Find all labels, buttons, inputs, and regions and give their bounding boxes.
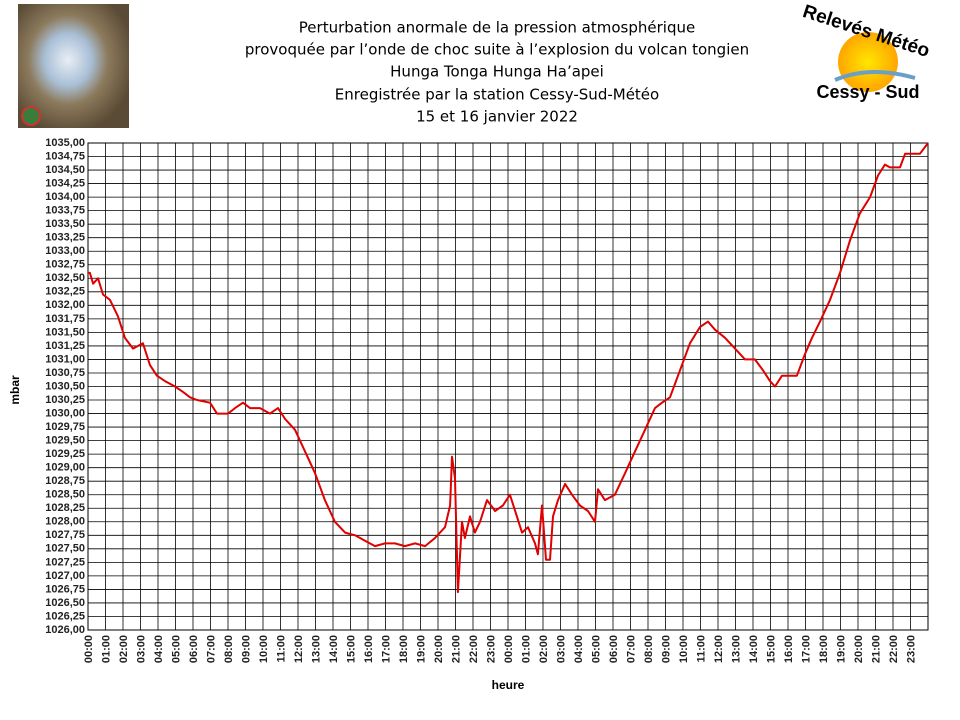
x-tick-label: 18:00	[818, 635, 830, 663]
y-tick-label: 1033,75	[45, 205, 85, 217]
y-tick-label: 1032,00	[45, 299, 85, 311]
y-tick-label: 1032,25	[45, 286, 85, 298]
y-tick-label: 1029,50	[45, 435, 85, 447]
y-tick-label: 1031,00	[45, 353, 85, 365]
x-tick-label: 10:00	[258, 635, 270, 663]
y-tick-label: 1028,25	[45, 502, 85, 514]
y-tick-label: 1030,25	[45, 394, 85, 406]
x-tick-label: 01:00	[520, 635, 532, 663]
y-tick-label: 1030,00	[45, 407, 85, 419]
x-axis-label: heure	[492, 678, 525, 692]
x-tick-label: 20:00	[853, 635, 865, 663]
title-line: provoquée par l’onde de choc suite à l’e…	[245, 41, 749, 59]
x-tick-label: 09:00	[240, 635, 252, 663]
x-tick-label: 23:00	[905, 635, 917, 663]
logo: Relevés Météo Cessy - Sud	[800, 1, 932, 102]
x-tick-label: 12:00	[713, 635, 725, 663]
x-tick-label: 06:00	[188, 635, 200, 663]
x-tick-label: 08:00	[643, 635, 655, 663]
y-tick-label: 1031,75	[45, 313, 85, 325]
y-tick-label: 1034,25	[45, 177, 85, 189]
x-tick-label: 17:00	[380, 635, 392, 663]
x-tick-label: 15:00	[765, 635, 777, 663]
y-axis-label: mbar	[8, 375, 22, 405]
x-tick-label: 17:00	[800, 635, 812, 663]
x-tick-label: 21:00	[450, 635, 462, 663]
x-tick-label: 05:00	[170, 635, 182, 663]
y-tick-label: 1030,75	[45, 367, 85, 379]
x-tick-label: 19:00	[415, 635, 427, 663]
y-tick-label: 1033,25	[45, 232, 85, 244]
y-tick-label: 1029,00	[45, 462, 85, 474]
title-line: Enregistrée par la station Cessy-Sud-Mét…	[335, 86, 659, 104]
logo-bottom: Cessy - Sud	[816, 82, 919, 102]
x-tick-label: 13:00	[730, 635, 742, 663]
x-tick-label: 12:00	[293, 635, 305, 663]
y-tick-label: 1028,75	[45, 475, 85, 487]
y-tick-label: 1031,25	[45, 340, 85, 352]
y-tick-label: 1027,50	[45, 543, 85, 555]
x-tick-label: 19:00	[835, 635, 847, 663]
pressure-line	[88, 142, 929, 594]
y-tick-label: 1032,75	[45, 259, 85, 271]
x-tick-label: 20:00	[433, 635, 445, 663]
y-tick-label: 1027,00	[45, 570, 85, 582]
y-tick-label: 1033,50	[45, 218, 85, 230]
x-tick-label: 00:00	[83, 635, 95, 663]
y-tick-label: 1026,00	[45, 624, 85, 636]
y-tick-label: 1026,25	[45, 610, 85, 622]
satellite-image	[18, 4, 129, 128]
y-tick-label: 1035,00	[45, 137, 85, 149]
y-tick-label: 1027,75	[45, 529, 85, 541]
x-tick-label: 06:00	[608, 635, 620, 663]
x-tick-label: 04:00	[153, 635, 165, 663]
badge	[21, 106, 41, 126]
x-tick-label: 07:00	[625, 635, 637, 663]
title-line: Perturbation anormale de la pression atm…	[299, 19, 695, 37]
x-tick-label: 16:00	[783, 635, 795, 663]
y-tick-label: 1028,00	[45, 516, 85, 528]
x-tick-label: 23:00	[485, 635, 497, 663]
x-tick-label: 22:00	[468, 635, 480, 663]
y-tick-label: 1034,00	[45, 191, 85, 203]
y-tick-label: 1034,75	[45, 150, 85, 162]
x-tick-label: 13:00	[310, 635, 322, 663]
x-tick-label: 11:00	[275, 635, 287, 663]
x-tick-label: 14:00	[748, 635, 760, 663]
x-tick-label: 03:00	[555, 635, 567, 663]
title-line: Hunga Tonga Hunga Ha’apei	[390, 63, 604, 81]
x-tick-label: 03:00	[135, 635, 147, 663]
x-tick-label: 04:00	[573, 635, 585, 663]
y-tick-label: 1026,50	[45, 597, 85, 609]
y-tick-label: 1032,50	[45, 272, 85, 284]
title-line: 15 et 16 janvier 2022	[416, 108, 578, 126]
y-tick-label: 1026,75	[45, 583, 85, 595]
x-tick-label: 21:00	[870, 635, 882, 663]
x-tick-label: 11:00	[695, 635, 707, 663]
x-tick-label: 14:00	[328, 635, 340, 663]
y-tick-label: 1033,00	[45, 245, 85, 257]
x-tick-label: 08:00	[223, 635, 235, 663]
x-tick-label: 18:00	[398, 635, 410, 663]
x-tick-label: 01:00	[100, 635, 112, 663]
x-tick-label: 02:00	[538, 635, 550, 663]
x-tick-label: 15:00	[345, 635, 357, 663]
y-tick-label: 1029,75	[45, 421, 85, 433]
y-tick-label: 1027,25	[45, 556, 85, 568]
x-tick-label: 09:00	[660, 635, 672, 663]
x-tick-label: 10:00	[678, 635, 690, 663]
y-tick-label: 1031,50	[45, 326, 85, 338]
x-tick-label: 02:00	[118, 635, 130, 663]
y-tick-label: 1034,50	[45, 164, 85, 176]
y-tick-label: 1028,50	[45, 489, 85, 501]
x-tick-label: 05:00	[590, 635, 602, 663]
x-tick-label: 00:00	[503, 635, 515, 663]
y-tick-label: 1030,50	[45, 380, 85, 392]
x-tick-label: 22:00	[888, 635, 900, 663]
x-tick-label: 16:00	[363, 635, 375, 663]
x-tick-label: 07:00	[205, 635, 217, 663]
y-tick-label: 1029,25	[45, 448, 85, 460]
